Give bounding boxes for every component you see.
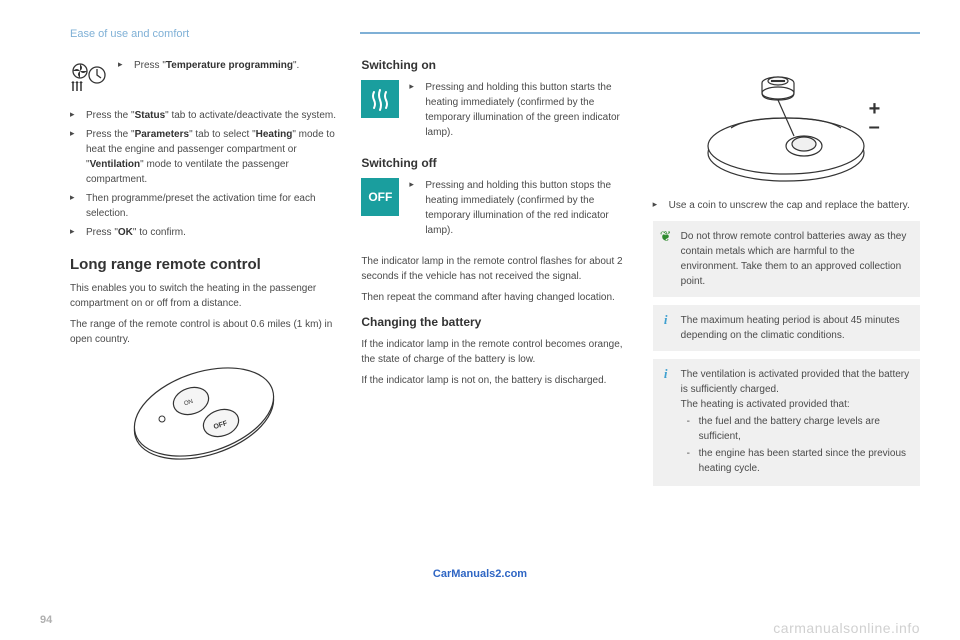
bold: Heating — [256, 129, 293, 140]
text: Press the " — [86, 110, 135, 121]
header-rule — [360, 32, 920, 34]
text: " to confirm. — [133, 227, 186, 238]
switching-on-heading: Switching on — [361, 58, 628, 72]
bullet-list-1: Press the "Status" tab to activate/deact… — [70, 108, 337, 240]
info-text: The heating is activated provided that: — [681, 397, 910, 412]
tree-icon: ❦ — [659, 229, 673, 243]
paragraph: If the indicator lamp is not on, the bat… — [361, 373, 628, 388]
paragraph: Then repeat the command after having cha… — [361, 290, 628, 305]
bold: Ventilation — [90, 159, 141, 170]
text: Press the " — [86, 129, 135, 140]
info-text: Do not throw remote control batteries aw… — [681, 231, 907, 287]
info-text: The maximum heating period is about 45 m… — [681, 315, 900, 341]
text: ". — [293, 60, 299, 71]
section-header: Ease of use and comfort — [70, 28, 920, 40]
changing-battery-heading: Changing the battery — [361, 315, 628, 329]
battery-illustration: + – — [686, 58, 886, 188]
list-item: Press the "Status" tab to activate/deact… — [70, 108, 337, 123]
list-item: Press the "Parameters" tab to select "He… — [70, 127, 337, 187]
column-3: + – Use a coin to unscrew the cap and re… — [653, 58, 920, 486]
column-1: Press "Temperature programming". Press t… — [70, 58, 337, 486]
text: " tab to select " — [189, 129, 256, 140]
heat-on-icon — [361, 80, 399, 118]
temp-programming-icon — [70, 58, 108, 96]
paragraph: If the indicator lamp in the remote cont… — [361, 337, 628, 367]
switching-off-heading: Switching off — [361, 156, 628, 170]
long-range-heading: Long range remote control — [70, 256, 337, 273]
watermark-carmanuals2: CarManuals2.com — [433, 568, 527, 580]
paragraph: This enables you to switch the heating i… — [70, 281, 337, 311]
minus-symbol: – — [869, 118, 881, 136]
text: Press " — [86, 227, 118, 238]
bold: Temperature programming — [166, 60, 293, 71]
coin-bullet: Use a coin to unscrew the cap and replac… — [653, 198, 920, 213]
info-icon: i — [659, 313, 673, 327]
list-item: Press "OK" to confirm. — [70, 225, 337, 240]
info-box-environment: ❦ Do not throw remote control batteries … — [653, 221, 920, 297]
bold: OK — [118, 227, 133, 238]
paragraph: The range of the remote control is about… — [70, 317, 337, 347]
dash-item: the fuel and the battery charge levels a… — [681, 414, 910, 444]
heat-off-icon: OFF — [361, 178, 399, 216]
paragraph: The indicator lamp in the remote control… — [361, 254, 628, 284]
bold: Status — [135, 110, 166, 121]
info-icon: i — [659, 367, 673, 381]
info-box-heating-period: i The maximum heating period is about 45… — [653, 305, 920, 351]
list-item: Then programme/preset the activation tim… — [70, 191, 337, 221]
temp-prog-bullet: Press "Temperature programming". — [118, 58, 337, 73]
switch-on-text: Pressing and holding this button starts … — [409, 80, 628, 140]
bold: Parameters — [135, 129, 189, 140]
text: Press " — [134, 60, 166, 71]
switch-off-text: Pressing and holding this button stops t… — [409, 178, 628, 238]
text: " tab to activate/deactivate the system. — [165, 110, 336, 121]
watermark-carmanualsonline: carmanualsonline.info — [773, 620, 920, 636]
info-box-ventilation: i The ventilation is activated provided … — [653, 359, 920, 486]
off-label: OFF — [368, 190, 392, 204]
info-text: The ventilation is activated provided th… — [681, 367, 910, 397]
column-2: Switching on Pressing and holding this b… — [361, 58, 628, 486]
remote-illustration: ON OFF — [119, 357, 289, 467]
page-number: 94 — [40, 614, 52, 626]
dash-item: the engine has been started since the pr… — [681, 446, 910, 476]
